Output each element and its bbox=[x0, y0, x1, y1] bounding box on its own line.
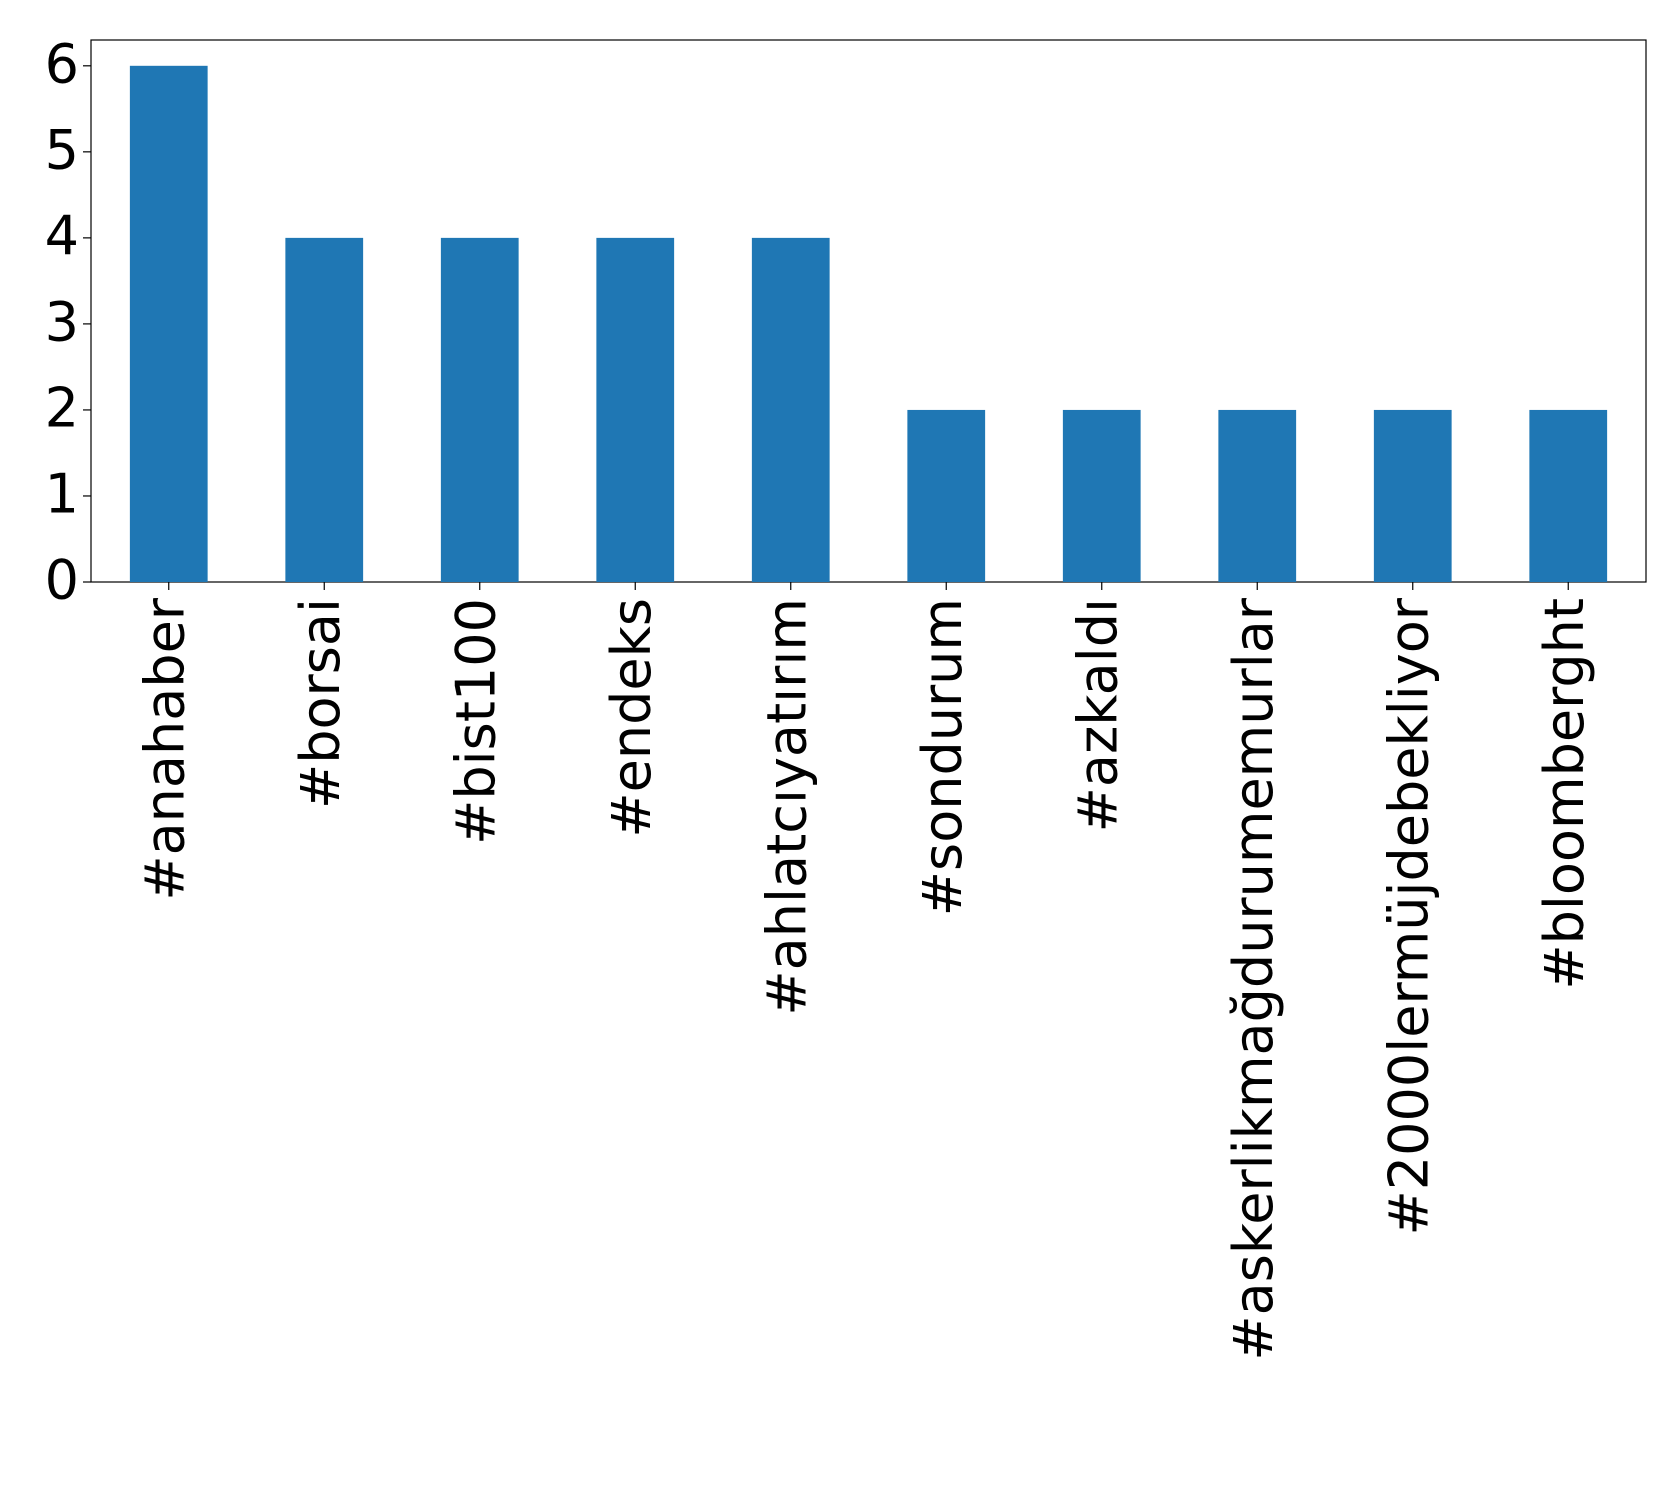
x-tick-label: #anahaber bbox=[133, 597, 196, 900]
y-tick-label: 2 bbox=[45, 377, 79, 440]
y-tick-label: 3 bbox=[45, 291, 79, 354]
x-tick-label: #askerlikmağdurumemurlar bbox=[1222, 597, 1285, 1360]
bar bbox=[285, 237, 364, 582]
x-tick-label: #azkaldı bbox=[1066, 598, 1129, 832]
x-tick-label: #ahlatcıyatırım bbox=[755, 598, 818, 1016]
bar bbox=[129, 65, 208, 583]
bar bbox=[1529, 409, 1608, 582]
y-tick-label: 5 bbox=[45, 118, 79, 181]
bar bbox=[1218, 409, 1297, 582]
bar bbox=[1062, 409, 1141, 582]
y-tick-label: 6 bbox=[45, 32, 79, 95]
x-tick-label: #bist100 bbox=[444, 598, 507, 845]
x-tick-label: #bloomberght bbox=[1533, 598, 1596, 990]
y-tick-label: 1 bbox=[45, 463, 79, 526]
bar bbox=[596, 237, 675, 582]
y-tick-label: 0 bbox=[45, 549, 79, 612]
x-tick-label: #2000lermüjdebekliyor bbox=[1377, 597, 1440, 1235]
x-tick-label: #endeks bbox=[600, 598, 663, 838]
bar bbox=[1373, 409, 1452, 582]
bar bbox=[751, 237, 830, 582]
x-tick-label: #sondurum bbox=[911, 598, 974, 916]
x-tick-label: #borsai bbox=[289, 598, 352, 809]
bar bbox=[440, 237, 519, 582]
bar bbox=[907, 409, 986, 582]
plot-frame bbox=[90, 39, 1647, 583]
y-tick-label: 4 bbox=[45, 205, 79, 268]
